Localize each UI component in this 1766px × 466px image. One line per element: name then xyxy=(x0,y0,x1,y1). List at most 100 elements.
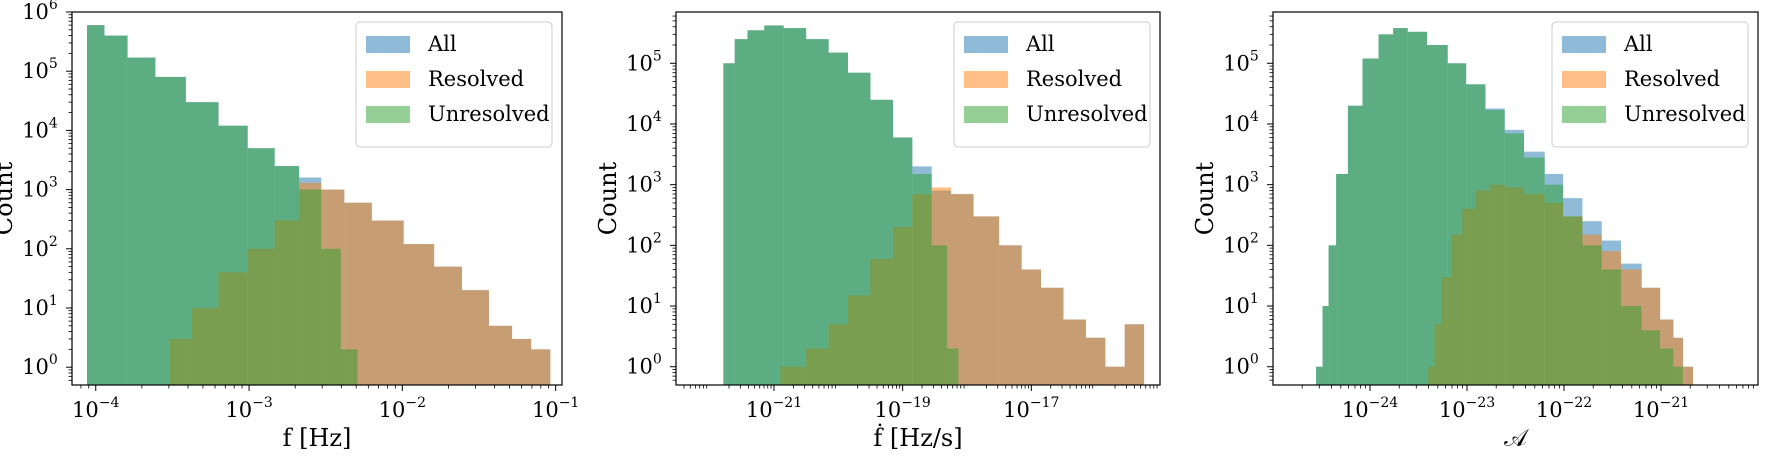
hist-bar-unresolved xyxy=(1362,58,1379,385)
y-tick-base: 10 xyxy=(1223,233,1250,257)
legend: All Resolved Unresolved xyxy=(355,21,553,148)
y-tick-base: 10 xyxy=(626,51,653,75)
x-tick-exponent: −19 xyxy=(901,395,931,411)
y-tick-base: 10 xyxy=(22,355,49,379)
hist-bar-unresolved xyxy=(912,173,932,385)
x-tick-exponent: −22 xyxy=(1563,395,1593,411)
hist-bar-resolved xyxy=(1683,366,1694,385)
y-tick-base: 10 xyxy=(22,0,49,24)
y-tick-base: 10 xyxy=(626,233,653,257)
hist-bar-unresolved xyxy=(747,30,765,385)
hist-bar-unresolved xyxy=(1621,306,1642,385)
y-tick-exponent: 4 xyxy=(49,115,58,131)
y-tick-label: 104 xyxy=(1223,109,1259,136)
hist-bar-unresolved xyxy=(828,52,848,385)
x-tick-base: 10 xyxy=(746,398,773,422)
x-tick-base: 10 xyxy=(379,398,406,422)
x-tick-base: 10 xyxy=(1633,398,1660,422)
hist-bar-resolved xyxy=(951,194,974,385)
x-tick-label: 10−22 xyxy=(1536,395,1592,422)
x-tick-base: 10 xyxy=(1003,398,1030,422)
plot-area xyxy=(87,25,551,385)
legend-swatch-unresolved xyxy=(366,106,410,123)
x-tick-exponent: −21 xyxy=(1660,395,1690,411)
x-tick-label: 10−21 xyxy=(1633,395,1689,422)
x-tick-label: 10−4 xyxy=(72,395,119,422)
hist-bar-resolved xyxy=(512,338,532,385)
hist-bar-unresolved xyxy=(947,348,959,385)
y-tick-base: 10 xyxy=(22,296,49,320)
legend-label-resolved: Resolved xyxy=(428,67,524,91)
hist-bar-unresolved xyxy=(1582,245,1602,385)
y-tick-exponent: 0 xyxy=(49,352,58,368)
x-tick-exponent: −24 xyxy=(1369,395,1399,411)
legend-label-all: All xyxy=(1623,32,1653,56)
hist-bar-unresolved xyxy=(1427,45,1448,385)
hist-bar-unresolved xyxy=(1447,63,1467,385)
y-tick-base: 10 xyxy=(22,237,49,261)
hist-bar-unresolved xyxy=(723,63,735,385)
x-axis-label: f [Hz] xyxy=(283,424,352,452)
legend-label-resolved: Resolved xyxy=(1026,67,1122,91)
hist-bar-resolved xyxy=(531,349,551,385)
y-tick-base: 10 xyxy=(626,294,653,318)
hist-bar-resolved xyxy=(1085,337,1106,385)
x-tick-label: 10−17 xyxy=(1003,395,1059,422)
hist-bar-unresolved xyxy=(247,148,275,385)
y-tick-exponent: 5 xyxy=(1250,48,1259,64)
hist-bar-unresolved xyxy=(1485,109,1505,385)
hist-bar-unresolved xyxy=(104,35,128,385)
hist-bar-unresolved xyxy=(892,137,913,385)
legend-label-all: All xyxy=(427,32,457,56)
legend: All Resolved Unresolved xyxy=(1551,21,1749,148)
hist-bar-resolved xyxy=(434,266,462,385)
hist-bar-resolved xyxy=(1041,287,1064,385)
hist-bar-unresolved xyxy=(806,39,829,385)
y-tick-exponent: 1 xyxy=(1250,291,1259,307)
hist-bar-unresolved xyxy=(1563,216,1583,385)
y-tick-base: 10 xyxy=(626,112,653,136)
legend-label-resolved: Resolved xyxy=(1624,67,1720,91)
hist-bar-unresolved xyxy=(1316,366,1323,385)
y-axis-label: Count xyxy=(0,161,18,235)
legend-swatch-resolved xyxy=(964,71,1008,88)
y-tick-label: 100 xyxy=(1223,352,1259,379)
hist-bar-unresolved xyxy=(299,189,322,385)
x-axis-label: 𝒜 xyxy=(1504,424,1529,452)
y-tick-exponent: 2 xyxy=(49,234,58,250)
legend-label-unresolved: Unresolved xyxy=(1026,102,1148,126)
hist-bar-resolved xyxy=(1124,324,1145,385)
hist-bar-unresolved xyxy=(783,28,807,385)
y-tick-label: 103 xyxy=(626,170,662,197)
legend-label-all: All xyxy=(1025,32,1055,56)
hist-bar-resolved xyxy=(999,245,1022,385)
y-tick-exponent: 2 xyxy=(1250,230,1259,246)
y-tick-exponent: 3 xyxy=(653,170,662,186)
x-tick-label: 10−2 xyxy=(379,395,426,422)
hist-bar-unresolved xyxy=(1544,184,1564,385)
legend-swatch-all xyxy=(964,36,1008,53)
hist-bar-unresolved xyxy=(155,76,186,385)
x-tick-base: 10 xyxy=(875,398,902,422)
x-tick-base: 10 xyxy=(1536,398,1563,422)
y-tick-base: 10 xyxy=(1223,112,1250,136)
hist-bar-unresolved xyxy=(321,248,341,385)
plot-area xyxy=(1316,28,1694,385)
x-tick-base: 10 xyxy=(1342,398,1369,422)
hist-bar-unresolved xyxy=(340,349,358,385)
hist-bar-unresolved xyxy=(87,25,105,385)
y-tick-label: 106 xyxy=(22,0,58,24)
y-tick-exponent: 0 xyxy=(1250,352,1259,368)
y-tick-label: 101 xyxy=(626,291,662,318)
y-tick-exponent: 2 xyxy=(653,230,662,246)
x-tick-base: 10 xyxy=(72,398,99,422)
x-tick-label: 10−19 xyxy=(875,395,931,422)
hist-bar-resolved xyxy=(1063,319,1086,385)
y-tick-exponent: 0 xyxy=(653,352,662,368)
y-tick-base: 10 xyxy=(22,178,49,202)
y-tick-base: 10 xyxy=(22,59,49,83)
x-tick-exponent: −2 xyxy=(405,395,426,411)
hist-bar-resolved xyxy=(1105,366,1125,385)
y-tick-label: 101 xyxy=(22,293,58,320)
